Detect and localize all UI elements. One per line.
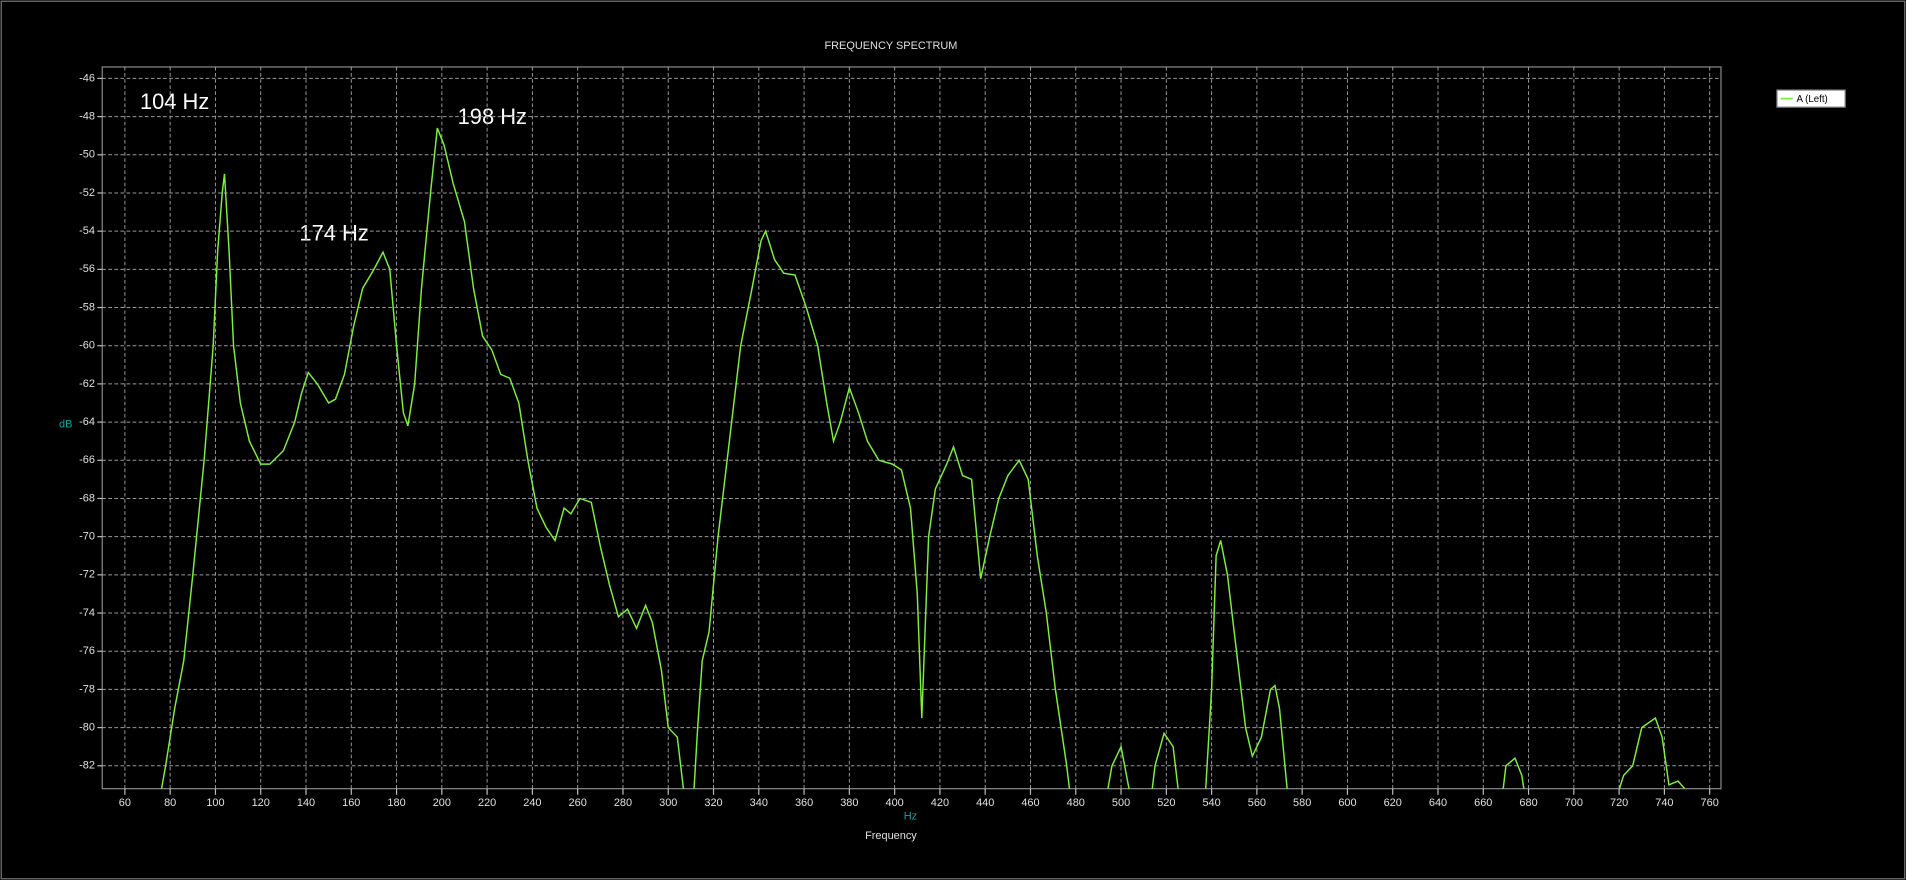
x-tick-label: 260 <box>569 797 587 809</box>
x-tick-label: 280 <box>614 797 632 809</box>
x-tick-label: 340 <box>750 797 768 809</box>
legend-label: A (Left) <box>1796 94 1827 105</box>
y-tick-label: -78 <box>79 683 95 695</box>
x-tick-label: 140 <box>297 797 315 809</box>
legend-box <box>1776 89 1846 108</box>
x-tick-label: 540 <box>1202 797 1220 809</box>
y-tick-label: -58 <box>79 301 95 313</box>
x-tick-label: 220 <box>478 797 496 809</box>
x-tick-label: 460 <box>1021 797 1039 809</box>
y-tick-label: -56 <box>79 263 95 275</box>
x-tick-label: 60 <box>119 797 131 809</box>
y-tick-label: -52 <box>79 187 95 199</box>
x-tick-label: 740 <box>1655 797 1673 809</box>
x-tick-label: 620 <box>1384 797 1402 809</box>
y-tick-label: -48 <box>79 110 95 122</box>
y-tick-label: -50 <box>79 149 95 161</box>
x-tick-label: 300 <box>659 797 677 809</box>
annotation: 104 Hz <box>140 89 209 114</box>
y-tick-label: -80 <box>79 721 95 733</box>
x-tick-label: 500 <box>1112 797 1130 809</box>
x-tick-label: 660 <box>1474 797 1492 809</box>
x-tick-label: 480 <box>1067 797 1085 809</box>
x-tick-label: 380 <box>840 797 858 809</box>
x-tick-label: 580 <box>1293 797 1311 809</box>
y-tick-label: -60 <box>79 340 95 352</box>
y-axis-label: dB <box>59 419 72 431</box>
x-tick-label: 520 <box>1157 797 1175 809</box>
x-tick-label: 600 <box>1338 797 1356 809</box>
x-tick-label: 200 <box>433 797 451 809</box>
x-axis-label: Frequency <box>865 830 917 842</box>
y-tick-label: -74 <box>79 607 95 619</box>
y-tick-label: -82 <box>79 760 95 772</box>
y-tick-label: -62 <box>79 378 95 390</box>
x-tick-label: 560 <box>1248 797 1266 809</box>
x-tick-label: 160 <box>342 797 360 809</box>
x-tick-label: 440 <box>976 797 994 809</box>
y-tick-label: -72 <box>79 569 95 581</box>
x-axis-unit: Hz <box>904 811 917 823</box>
x-tick-label: 240 <box>523 797 541 809</box>
x-tick-label: 420 <box>931 797 949 809</box>
x-tick-label: 80 <box>164 797 176 809</box>
x-tick-label: 720 <box>1610 797 1628 809</box>
x-tick-label: 320 <box>704 797 722 809</box>
x-tick-label: 120 <box>252 797 270 809</box>
x-tick-label: 760 <box>1701 797 1719 809</box>
y-tick-label: -46 <box>79 72 95 84</box>
y-tick-label: -68 <box>79 492 95 504</box>
chart-title: FREQUENCY SPECTRUM <box>824 40 957 52</box>
x-tick-label: 400 <box>886 797 904 809</box>
y-tick-label: -64 <box>79 416 95 428</box>
y-tick-label: -66 <box>79 454 95 466</box>
x-tick-label: 100 <box>206 797 224 809</box>
spectrum-line <box>160 127 1686 789</box>
y-tick-label: -54 <box>79 225 95 237</box>
x-tick-label: 680 <box>1519 797 1537 809</box>
x-tick-label: 640 <box>1429 797 1447 809</box>
x-tick-label: 700 <box>1565 797 1583 809</box>
plot-area <box>101 66 1722 790</box>
y-tick-label: -76 <box>79 645 95 657</box>
x-tick-label: 360 <box>795 797 813 809</box>
annotation: 174 Hz <box>299 221 368 246</box>
y-tick-label: -70 <box>79 531 95 543</box>
x-tick-label: 180 <box>387 797 405 809</box>
